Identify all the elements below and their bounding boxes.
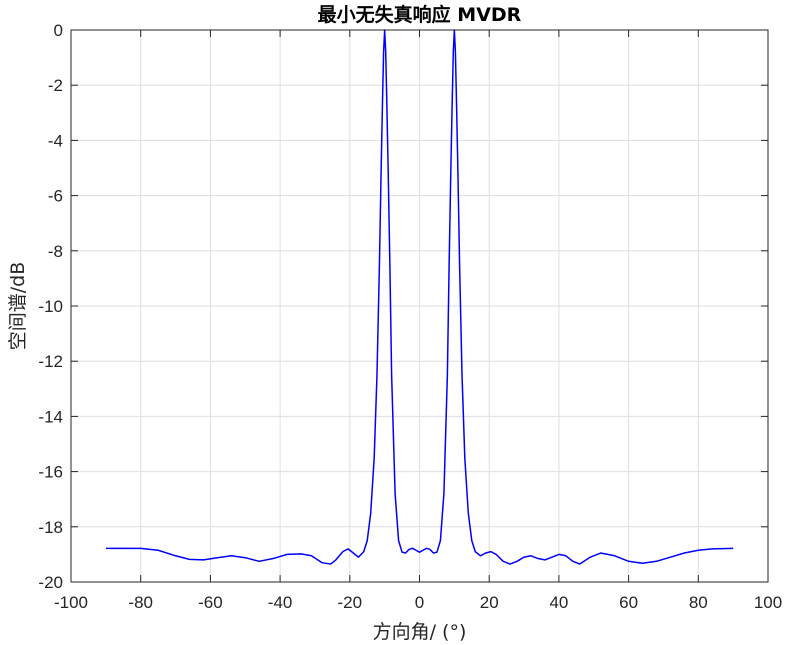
x-tick-label: -60 — [198, 593, 223, 612]
y-axis-label: 空间谱/dB — [7, 262, 29, 351]
x-tick-label: -20 — [338, 593, 363, 612]
ticks — [70, 29, 769, 583]
y-tick-label: -2 — [48, 76, 63, 95]
y-tick-label: -6 — [48, 187, 63, 206]
y-tick-label: -10 — [38, 297, 63, 316]
y-tick-label: -14 — [38, 407, 63, 426]
x-tick-label: 0 — [415, 593, 424, 612]
chart-title: 最小无失真响应 MVDR — [318, 3, 522, 26]
spectrum-line — [105, 29, 734, 565]
x-tick-label: 80 — [689, 593, 708, 612]
y-tick-label: -16 — [38, 463, 63, 482]
y-tick-label: -12 — [38, 352, 63, 371]
x-tick-label: -80 — [128, 593, 153, 612]
y-tick-labels: 0 -2 -4 -6 -8 -10 -12 -14 -16 -18 -20 — [38, 21, 63, 592]
x-tick-labels: -100 -80 -60 -40 -20 0 20 40 60 80 100 — [54, 593, 782, 612]
x-tick-label: 40 — [549, 593, 568, 612]
x-tick-label: -100 — [54, 593, 88, 612]
x-axis-label: 方向角/ (°) — [373, 621, 467, 643]
x-tick-label: 60 — [619, 593, 638, 612]
y-tick-label: 0 — [54, 21, 63, 40]
y-tick-label: -18 — [38, 518, 63, 537]
x-tick-label: -40 — [268, 593, 293, 612]
y-tick-label: -4 — [48, 131, 63, 150]
x-tick-label: 100 — [754, 593, 782, 612]
y-tick-label: -8 — [48, 242, 63, 261]
series-layer — [105, 29, 734, 565]
x-tick-label: 20 — [480, 593, 499, 612]
y-tick-label: -20 — [38, 573, 63, 592]
